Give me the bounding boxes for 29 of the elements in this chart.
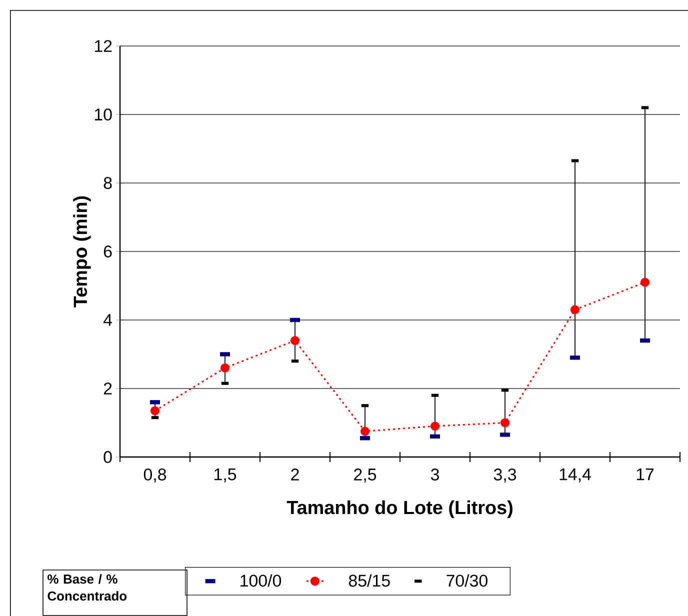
x-tick-label: 2 — [291, 468, 299, 480]
x-tick-label: 3 — [430, 468, 439, 481]
point — [220, 363, 230, 372]
legend-label: 85/15 — [348, 574, 390, 587]
x-tick-label: 3,3 — [494, 468, 516, 483]
y-tick-label: 12 — [94, 40, 112, 52]
y-tick-label: 10 — [94, 108, 112, 120]
y-tick-label: 8 — [104, 176, 112, 189]
x-axis-title: Tamanho do Lote (Litros) — [286, 500, 512, 518]
point — [570, 305, 580, 314]
y-tick-label: 2 — [104, 382, 112, 394]
y-axis-title: Tempo (min) — [73, 196, 91, 308]
y-tick-label: 0 — [104, 450, 112, 463]
point — [640, 278, 650, 287]
point — [430, 422, 440, 431]
point — [360, 426, 370, 436]
x-tick-label: 14,4 — [560, 468, 591, 482]
y-tick-label: 6 — [104, 245, 112, 258]
point — [500, 418, 510, 428]
x-tick-label: 2,5 — [354, 468, 376, 483]
x-tick-label: 17 — [636, 468, 654, 480]
point — [150, 406, 160, 416]
legend-title: % Base / % Concentrado — [48, 574, 127, 601]
y-tick-label: 4 — [103, 314, 112, 326]
point — [290, 336, 300, 346]
x-tick-label: 1,5 — [214, 468, 236, 482]
legend-label: 70/30 — [446, 574, 488, 587]
x-tick-label: 0,8 — [144, 468, 166, 483]
legend-label: 100/0 — [240, 574, 282, 587]
